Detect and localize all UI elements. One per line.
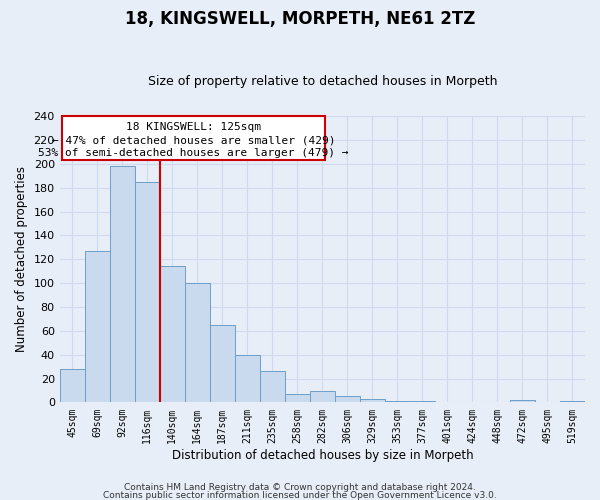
Bar	[185, 283, 210, 403]
Text: Contains public sector information licensed under the Open Government Licence v3: Contains public sector information licen…	[103, 491, 497, 500]
Bar	[135, 182, 160, 402]
Text: ← 47% of detached houses are smaller (429): ← 47% of detached houses are smaller (42…	[52, 135, 335, 145]
Bar	[285, 394, 310, 402]
Bar	[310, 390, 335, 402]
Y-axis label: Number of detached properties: Number of detached properties	[15, 166, 28, 352]
Text: 18 KINGSWELL: 125sqm: 18 KINGSWELL: 125sqm	[126, 122, 261, 132]
Bar	[59, 369, 85, 402]
Text: 53% of semi-detached houses are larger (479) →: 53% of semi-detached houses are larger (…	[38, 148, 349, 158]
Text: Contains HM Land Registry data © Crown copyright and database right 2024.: Contains HM Land Registry data © Crown c…	[124, 484, 476, 492]
X-axis label: Distribution of detached houses by size in Morpeth: Distribution of detached houses by size …	[172, 450, 473, 462]
FancyBboxPatch shape	[62, 116, 325, 160]
Bar	[210, 325, 235, 402]
Text: 18, KINGSWELL, MORPETH, NE61 2TZ: 18, KINGSWELL, MORPETH, NE61 2TZ	[125, 10, 475, 28]
Bar	[110, 166, 135, 402]
Bar	[260, 372, 285, 402]
Bar	[235, 354, 260, 403]
Bar	[510, 400, 535, 402]
Bar	[85, 251, 110, 402]
Bar	[335, 396, 360, 402]
Bar	[360, 399, 385, 402]
Title: Size of property relative to detached houses in Morpeth: Size of property relative to detached ho…	[148, 76, 497, 88]
Bar	[160, 266, 185, 402]
